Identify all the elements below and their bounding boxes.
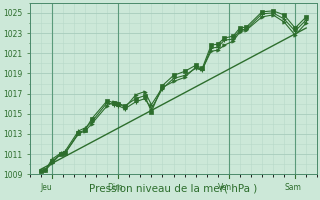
Text: Ven: Ven (218, 183, 232, 192)
X-axis label: Pression niveau de la mer( hPa ): Pression niveau de la mer( hPa ) (89, 183, 258, 193)
Text: Sam: Sam (284, 183, 301, 192)
Text: Dim: Dim (107, 183, 123, 192)
Text: Jeu: Jeu (41, 183, 52, 192)
